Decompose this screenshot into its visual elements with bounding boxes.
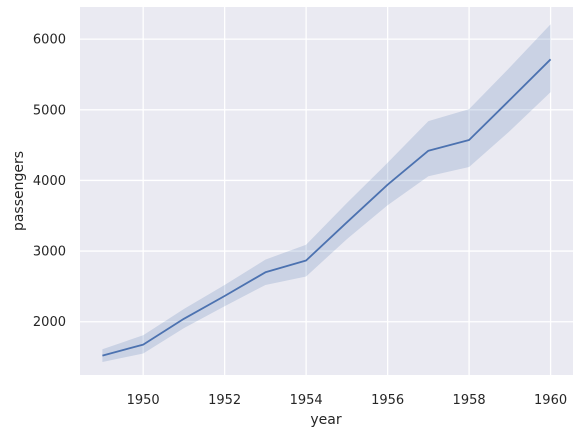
y-tick-labels: 2000 3000 4000 5000 6000 xyxy=(33,33,66,331)
y-tick-label: 4000 xyxy=(33,174,66,189)
x-tick-label: 1950 xyxy=(127,393,160,408)
y-tick-label: 5000 xyxy=(33,103,66,118)
series-line xyxy=(102,58,552,357)
grid xyxy=(80,7,573,375)
x-tick-label: 1956 xyxy=(371,393,404,408)
x-tick-label: 1958 xyxy=(453,393,486,408)
y-tick-label: 6000 xyxy=(33,33,66,48)
x-tick-label: 1960 xyxy=(534,393,567,408)
x-tick-labels: 1950 1952 1954 1956 1958 1960 xyxy=(127,393,568,408)
plot-area xyxy=(80,7,573,375)
x-axis-label: year xyxy=(310,412,341,428)
y-axis-label: passengers xyxy=(11,151,27,231)
y-tick-label: 2000 xyxy=(33,315,66,330)
series-line-group xyxy=(102,58,552,357)
y-tick-label: 3000 xyxy=(33,245,66,260)
x-tick-label: 1954 xyxy=(290,393,323,408)
x-tick-label: 1952 xyxy=(208,393,241,408)
